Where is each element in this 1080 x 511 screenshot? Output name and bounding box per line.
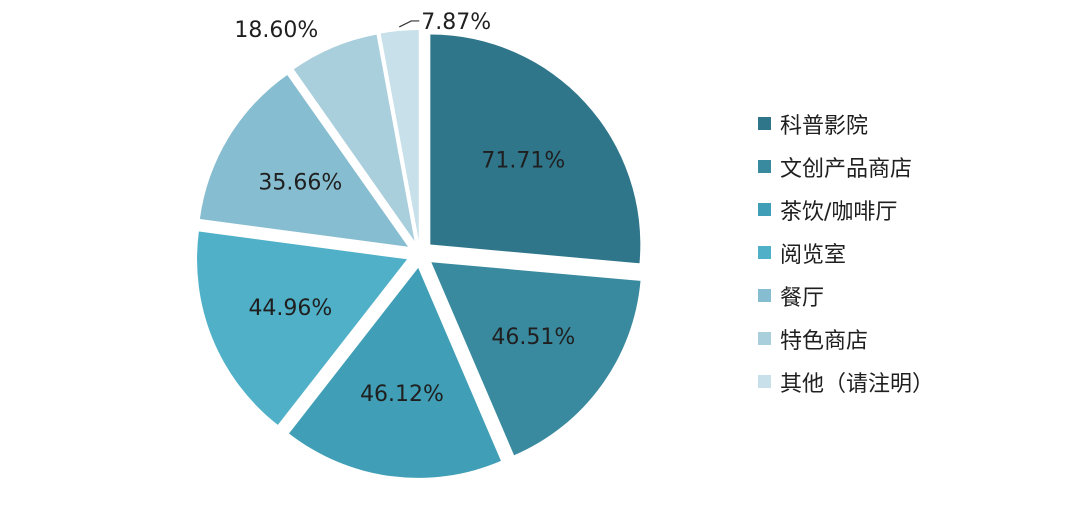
pie-data-label-6: 7.87% <box>421 10 491 35</box>
legend-label-1: 文创产品商店 <box>780 156 913 182</box>
pie-slices <box>197 30 641 478</box>
pie-slice-0 <box>430 34 641 264</box>
legend-label-3: 阅览室 <box>780 242 847 268</box>
pie-slice-1 <box>431 262 641 456</box>
pie-slice-3 <box>197 231 408 425</box>
pie-slice-5 <box>293 34 415 242</box>
legend-swatch-5 <box>758 332 771 345</box>
pie-slice-4 <box>199 74 409 247</box>
legend-label-5: 特色商店 <box>780 328 869 354</box>
pie-data-label-3: 44.96% <box>248 296 332 321</box>
legend-item-2: 茶饮/咖啡厅 <box>758 188 934 231</box>
pie-slice-6 <box>380 30 419 241</box>
legend-item-6: 其他（请注明） <box>758 360 934 403</box>
legend-item-0: 科普影院 <box>758 102 934 145</box>
legend-swatch-2 <box>758 203 771 216</box>
legend-item-5: 特色商店 <box>758 317 934 360</box>
legend-swatch-0 <box>758 117 771 130</box>
pie-data-label-0: 71.71% <box>481 149 565 174</box>
legend-item-1: 文创产品商店 <box>758 145 934 188</box>
pie-data-label-2: 46.12% <box>360 382 444 407</box>
legend-swatch-3 <box>758 246 771 259</box>
legend-label-4: 餐厅 <box>780 285 825 311</box>
legend-label-6: 其他（请注明） <box>780 371 935 397</box>
legend-item-3: 阅览室 <box>758 231 934 274</box>
chart-legend: 科普影院 文创产品商店 茶饮/咖啡厅 阅览室 餐厅 特色商店 其他（请注明） <box>758 102 934 403</box>
legend-item-4: 餐厅 <box>758 274 934 317</box>
legend-swatch-1 <box>758 160 771 173</box>
legend-swatch-6 <box>758 375 771 388</box>
pie-data-label-5: 18.60% <box>234 18 318 43</box>
pie-data-label-1: 46.51% <box>491 325 575 350</box>
legend-swatch-4 <box>758 289 771 302</box>
pie-data-labels: 71.71% 46.51% 46.12% 44.96% 35.66% 18.60% 7.87… <box>234 10 575 407</box>
legend-label-2: 茶饮/咖啡厅 <box>780 199 898 225</box>
legend-label-0: 科普影院 <box>780 113 869 139</box>
pie-data-label-4: 35.66% <box>258 170 342 195</box>
pie-leader-line-6 <box>398 20 420 28</box>
pie-slice-2 <box>289 267 501 478</box>
